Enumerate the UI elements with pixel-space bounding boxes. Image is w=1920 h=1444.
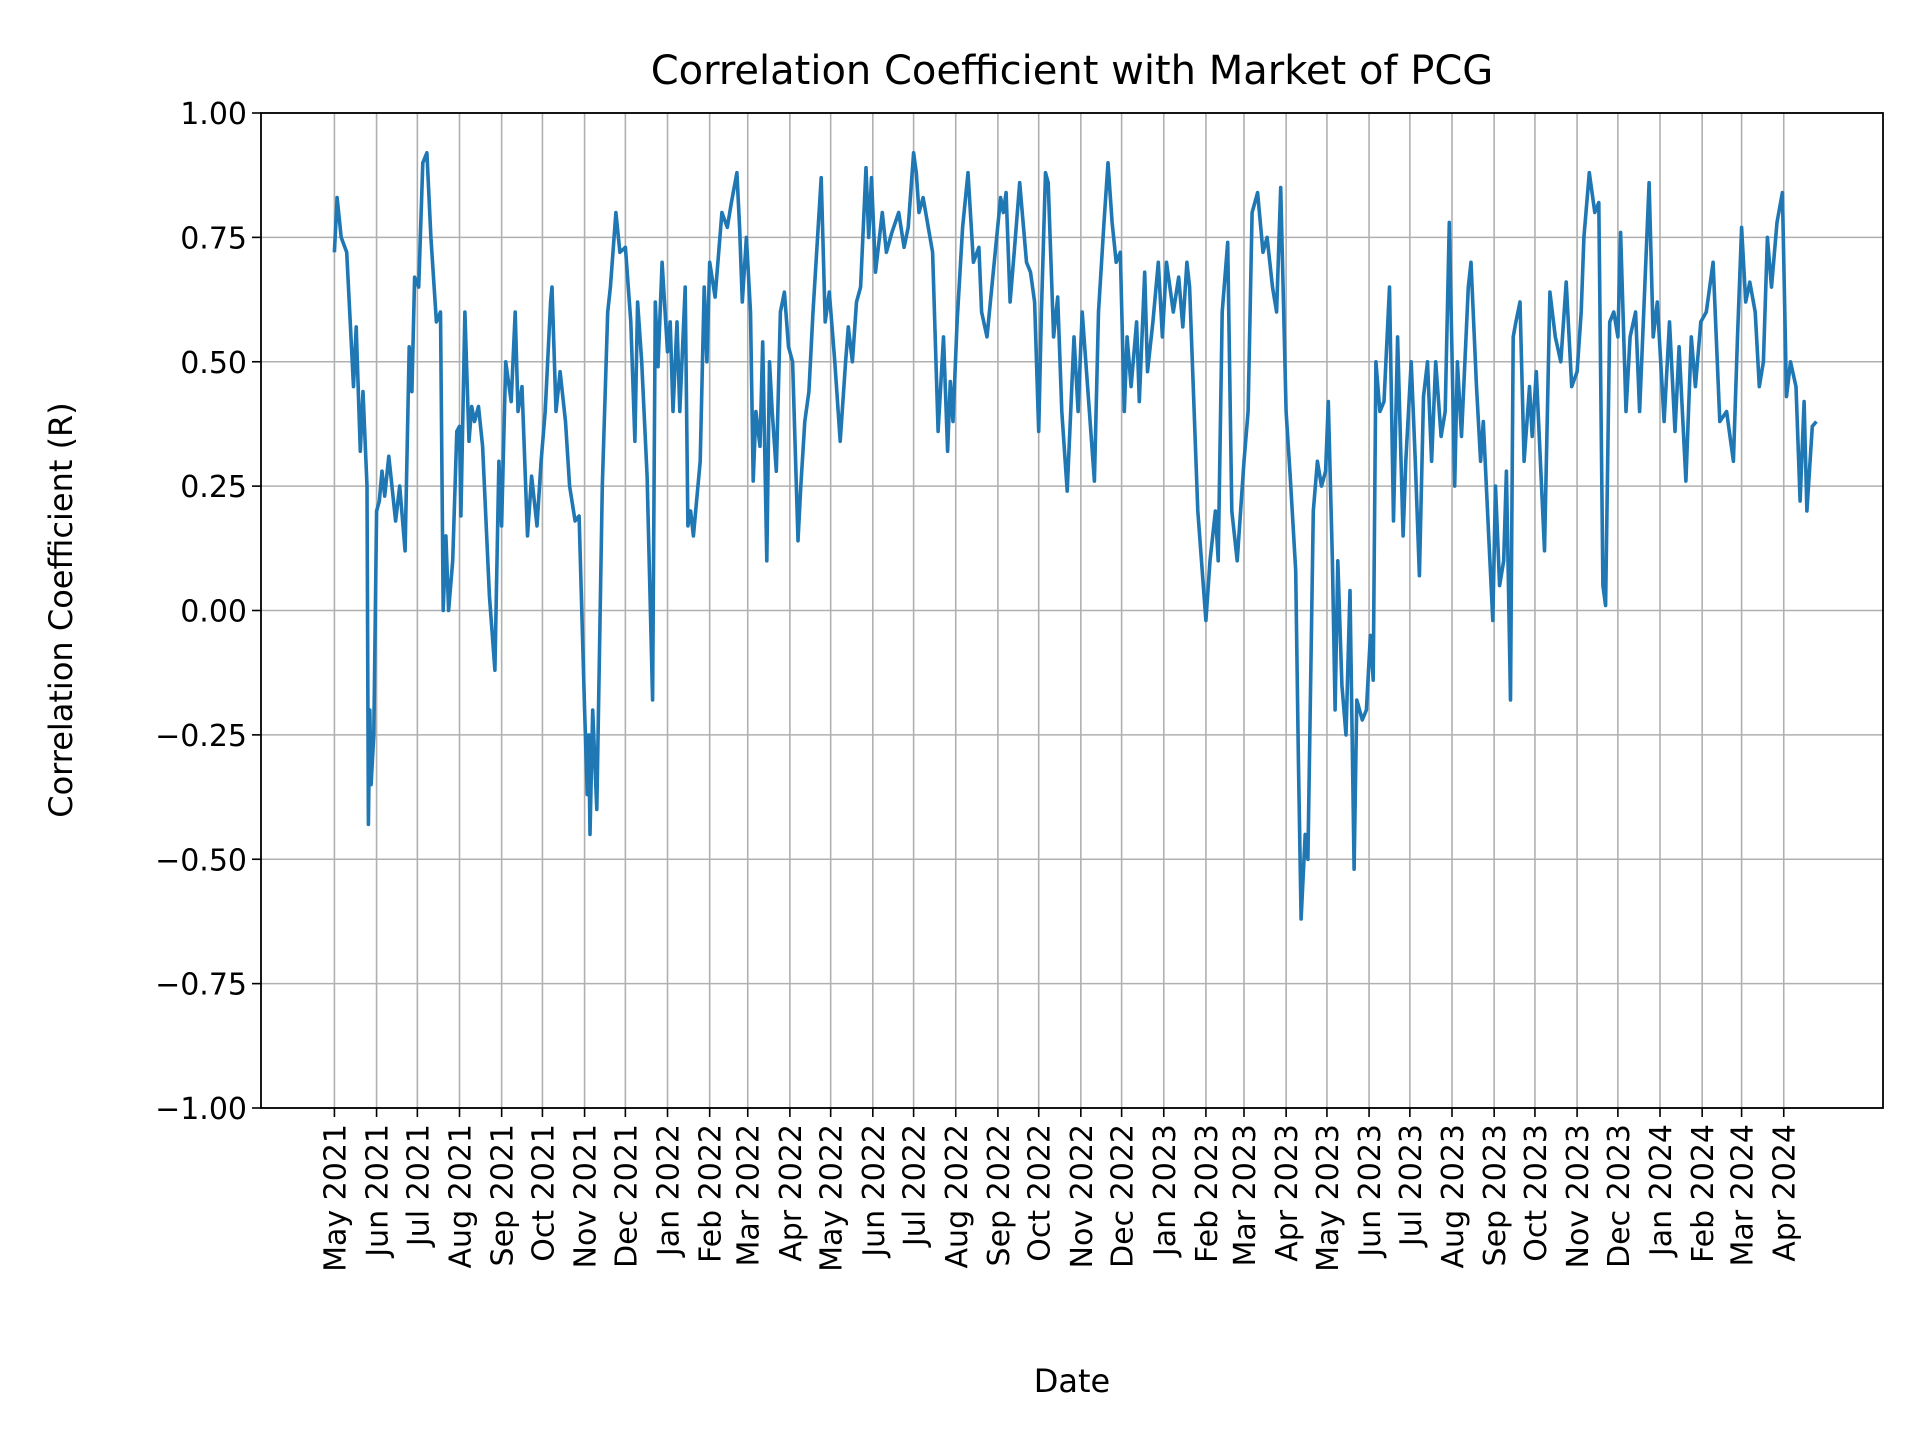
x-tick-label: Jun 2023 bbox=[1353, 1124, 1388, 1259]
x-tick-label: Feb 2022 bbox=[694, 1124, 729, 1263]
x-tick-label: Jul 2023 bbox=[1394, 1124, 1429, 1248]
x-tick-label: Feb 2024 bbox=[1686, 1124, 1721, 1263]
x-tick-label: Jul 2022 bbox=[898, 1124, 933, 1248]
x-tick-label: Mar 2022 bbox=[732, 1124, 767, 1267]
y-tick-label: 1.00 bbox=[180, 97, 247, 132]
x-tick-label: Apr 2023 bbox=[1270, 1124, 1305, 1262]
x-tick-label: May 2021 bbox=[318, 1124, 353, 1272]
x-tick-label: Oct 2022 bbox=[1023, 1124, 1058, 1262]
x-tick-label: Dec 2021 bbox=[609, 1124, 644, 1268]
x-axis-ticks: May 2021 Jun 2021 Jul 2021 Aug 2021 Sep 2021… bbox=[318, 1108, 1803, 1272]
x-tick-label: Nov 2023 bbox=[1561, 1124, 1596, 1268]
x-tick-label: Dec 2023 bbox=[1602, 1124, 1637, 1268]
x-tick-label: Feb 2023 bbox=[1190, 1124, 1225, 1263]
x-tick-label: Apr 2022 bbox=[774, 1124, 809, 1262]
y-tick-label: 0.25 bbox=[180, 470, 247, 505]
y-tick-label: −0.75 bbox=[155, 968, 247, 1003]
x-tick-label: Sep 2022 bbox=[982, 1124, 1017, 1266]
y-tick-label: 0.50 bbox=[180, 346, 247, 381]
y-tick-label: −0.25 bbox=[155, 719, 247, 754]
y-axis-label: Correlation Coefficient (R) bbox=[42, 402, 80, 818]
x-tick-label: Jun 2021 bbox=[361, 1124, 396, 1259]
x-tick-label: May 2023 bbox=[1311, 1124, 1346, 1272]
x-tick-label: Oct 2021 bbox=[526, 1124, 561, 1262]
x-tick-label: Jan 2024 bbox=[1644, 1124, 1679, 1258]
y-axis-ticks: −1.00 −0.75 −0.50 −0.25 0.00 0.25 0.50 0.75 1.00 bbox=[155, 97, 261, 1127]
x-tick-label: May 2022 bbox=[815, 1124, 850, 1272]
y-tick-label: −0.50 bbox=[155, 843, 247, 878]
x-tick-label: Mar 2024 bbox=[1726, 1124, 1761, 1267]
x-tick-label: Jan 2023 bbox=[1148, 1124, 1183, 1258]
x-tick-label: Mar 2023 bbox=[1228, 1124, 1263, 1267]
x-tick-label: Jul 2021 bbox=[401, 1124, 436, 1248]
x-tick-label: Apr 2024 bbox=[1768, 1124, 1803, 1262]
x-tick-label: Nov 2022 bbox=[1065, 1124, 1100, 1268]
y-tick-label: 0.00 bbox=[180, 595, 247, 630]
x-tick-label: Aug 2023 bbox=[1436, 1124, 1471, 1268]
x-tick-label: Aug 2021 bbox=[444, 1124, 479, 1268]
series-line bbox=[332, 151, 1818, 921]
x-tick-label: Jun 2022 bbox=[857, 1124, 892, 1259]
x-tick-label: Oct 2023 bbox=[1519, 1124, 1554, 1262]
grid-lines bbox=[261, 112, 1883, 1109]
chart-title: Correlation Coefficient with Market of P… bbox=[651, 48, 1494, 94]
y-tick-label: −1.00 bbox=[155, 1092, 247, 1127]
x-tick-label: Aug 2022 bbox=[940, 1124, 975, 1268]
plot-frame bbox=[260, 112, 1884, 1109]
y-tick-label: 0.75 bbox=[180, 221, 247, 256]
x-tick-label: Jan 2022 bbox=[652, 1124, 687, 1258]
x-tick-label: Dec 2022 bbox=[1106, 1124, 1141, 1268]
x-tick-label: Nov 2021 bbox=[569, 1124, 604, 1268]
x-tick-label: Sep 2021 bbox=[486, 1124, 521, 1266]
x-tick-label: Sep 2023 bbox=[1478, 1124, 1513, 1266]
x-axis-label: Date bbox=[1034, 1362, 1110, 1400]
